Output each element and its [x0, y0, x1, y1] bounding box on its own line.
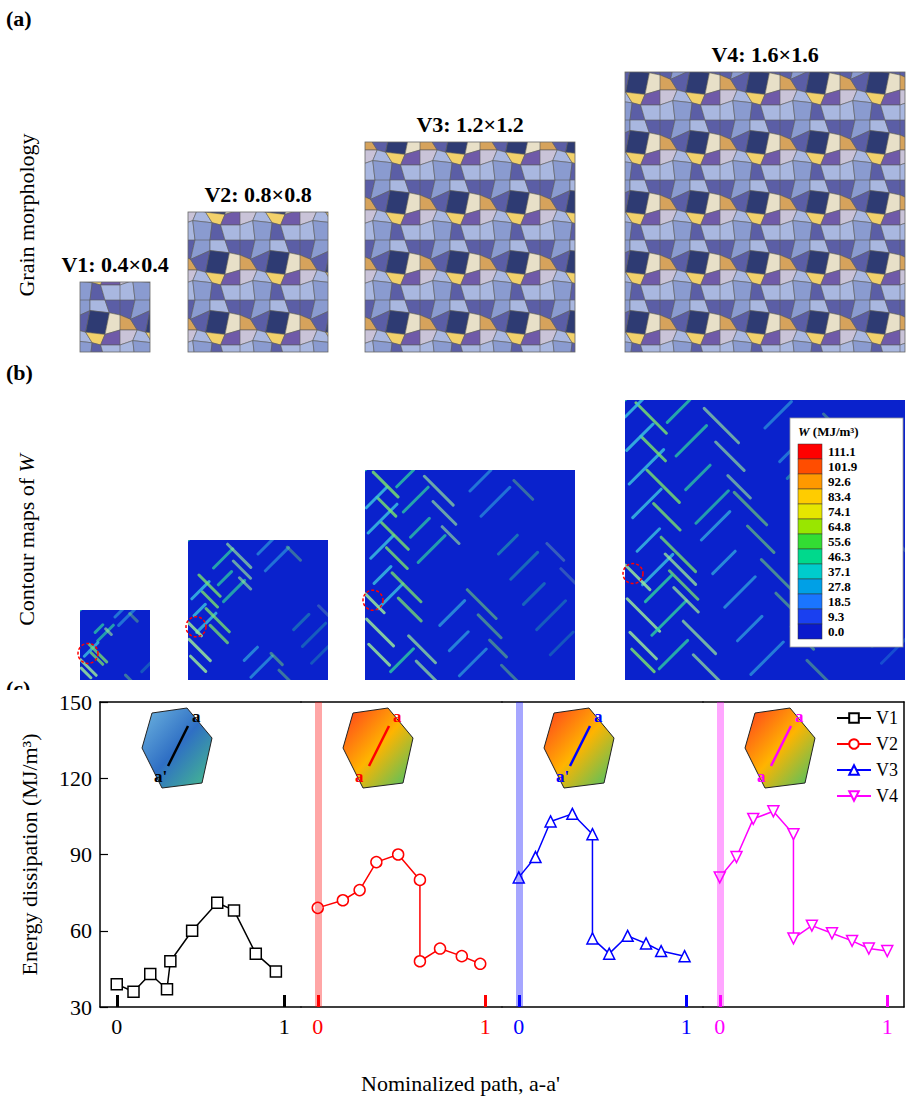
svg-text:0: 0 — [513, 1014, 524, 1039]
svg-text:V4: V4 — [876, 786, 898, 806]
svg-text:a': a' — [556, 767, 569, 786]
svg-text:Energy dissipation (MJ/m³): Energy dissipation (MJ/m³) — [17, 733, 42, 975]
svg-text:a: a — [393, 707, 402, 726]
svg-text:a: a — [795, 707, 804, 726]
html-text:(c): (c) — [6, 676, 31, 701]
svg-text:74.1: 74.1 — [828, 504, 851, 519]
svg-text:120: 120 — [59, 766, 92, 791]
svg-text:V1: V1 — [876, 708, 898, 728]
svg-text:55.6: 55.6 — [828, 534, 851, 549]
svg-text:V2: 0.8×0.8: V2: 0.8×0.8 — [204, 182, 311, 207]
svg-text:1: 1 — [681, 1014, 692, 1039]
svg-text:(b): (b) — [6, 360, 33, 385]
svg-text:V3: 1.2×1.2: V3: 1.2×1.2 — [416, 112, 523, 137]
svg-text:V2: V2 — [876, 734, 898, 754]
svg-text:W (MJ/m³): W (MJ/m³) — [798, 424, 859, 439]
svg-text:a: a — [594, 707, 603, 726]
svg-text:a: a — [757, 767, 766, 786]
svg-text:a': a' — [154, 767, 167, 786]
svg-text:V4: 1.6×1.6: V4: 1.6×1.6 — [711, 42, 818, 67]
svg-text:1: 1 — [882, 1014, 893, 1039]
svg-text:0: 0 — [714, 1014, 725, 1039]
svg-text:90: 90 — [70, 842, 92, 867]
svg-text:Contour maps of W: Contour maps of W — [14, 452, 39, 625]
svg-text:0.0: 0.0 — [828, 624, 844, 639]
svg-text:Grain morphology: Grain morphology — [14, 133, 39, 296]
svg-text:60: 60 — [70, 918, 92, 943]
svg-text:1: 1 — [480, 1014, 491, 1039]
svg-text:a: a — [355, 767, 364, 786]
svg-text:a: a — [192, 707, 201, 726]
svg-text:150: 150 — [59, 690, 92, 715]
svg-text:111.1: 111.1 — [828, 444, 856, 459]
svg-text:0: 0 — [312, 1014, 323, 1039]
svg-text:Nominalized path, a-a': Nominalized path, a-a' — [361, 1071, 560, 1096]
svg-text:27.8: 27.8 — [828, 579, 851, 594]
svg-text:83.4: 83.4 — [828, 489, 851, 504]
svg-text:(a): (a) — [6, 6, 32, 31]
svg-text:92.6: 92.6 — [828, 474, 851, 489]
svg-text:0: 0 — [111, 1014, 122, 1039]
svg-text:37.1: 37.1 — [828, 564, 851, 579]
svg-text:30: 30 — [70, 995, 92, 1020]
svg-text:V1: 0.4×0.4: V1: 0.4×0.4 — [61, 252, 168, 277]
svg-text:101.9: 101.9 — [828, 459, 858, 474]
svg-text:18.5: 18.5 — [828, 594, 851, 609]
svg-text:9.3: 9.3 — [828, 609, 845, 624]
svg-text:V3: V3 — [876, 760, 898, 780]
svg-text:64.8: 64.8 — [828, 519, 851, 534]
svg-text:1: 1 — [279, 1014, 290, 1039]
svg-text:46.3: 46.3 — [828, 549, 851, 564]
